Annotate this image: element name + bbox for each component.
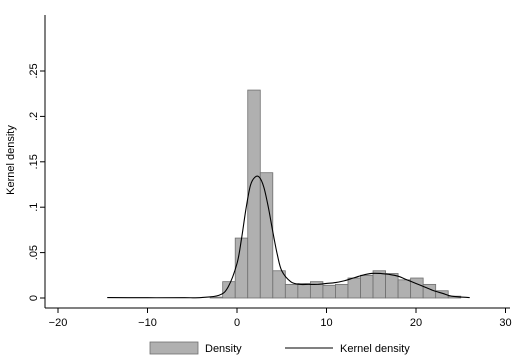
histogram-bar: [397, 279, 412, 299]
histogram-bar: [297, 283, 311, 299]
y-axis-title: Kernel density: [5, 125, 17, 195]
histogram-bar: [247, 89, 261, 299]
histogram-bars: [209, 89, 462, 299]
y-tick-label: 0: [28, 295, 40, 301]
histogram-bar: [410, 277, 424, 299]
histogram-bar: [222, 281, 236, 299]
y-tick-label: .05: [28, 245, 40, 260]
x-tick-label: 0: [234, 317, 240, 329]
x-ticks: −20 −10 0 10 20 30: [49, 308, 512, 329]
legend-kde-label: Kernel density: [340, 343, 410, 355]
histogram-bar: [234, 237, 249, 299]
y-tick-label: .25: [28, 63, 40, 78]
histogram-bar: [372, 270, 386, 299]
y-tick-label: .1: [28, 203, 40, 212]
histogram-bar: [385, 273, 399, 299]
legend-density-swatch: [149, 341, 199, 355]
y-tick-label: .2: [28, 112, 40, 121]
histogram-bar: [347, 277, 361, 299]
x-tick-label: 20: [410, 317, 422, 329]
legend-density-label: Density: [205, 343, 242, 355]
legend: Density Kernel density: [149, 341, 410, 355]
histogram-bar: [322, 284, 336, 299]
histogram-bar: [284, 283, 299, 299]
histogram-bar: [360, 274, 374, 299]
kernel-density-line: [107, 175, 470, 299]
histogram-bar: [272, 270, 286, 299]
histogram-bar: [259, 172, 274, 299]
histogram-bar: [335, 283, 349, 299]
x-tick-label: 10: [320, 317, 332, 329]
y-ticks: 0 .05 .1 .15 .2 .25: [28, 63, 45, 301]
x-tick-label: 30: [499, 317, 511, 329]
x-tick-label: −20: [49, 317, 68, 329]
histogram-bar: [435, 290, 449, 299]
y-tick-label: .15: [28, 154, 40, 169]
x-tick-label: −10: [138, 317, 157, 329]
